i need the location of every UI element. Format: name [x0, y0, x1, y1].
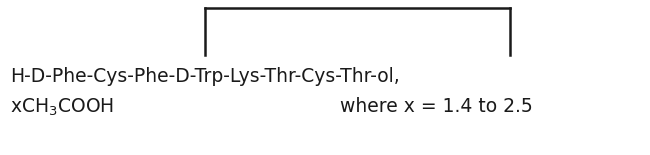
- Text: where x = 1.4 to 2.5: where x = 1.4 to 2.5: [340, 97, 533, 116]
- Text: xCH$_3$COOH: xCH$_3$COOH: [10, 97, 114, 118]
- Text: H-D-Phe-Cys-Phe-D-Trp-Lys-Thr-Cys-Thr-ol,: H-D-Phe-Cys-Phe-D-Trp-Lys-Thr-Cys-Thr-ol…: [10, 67, 400, 86]
